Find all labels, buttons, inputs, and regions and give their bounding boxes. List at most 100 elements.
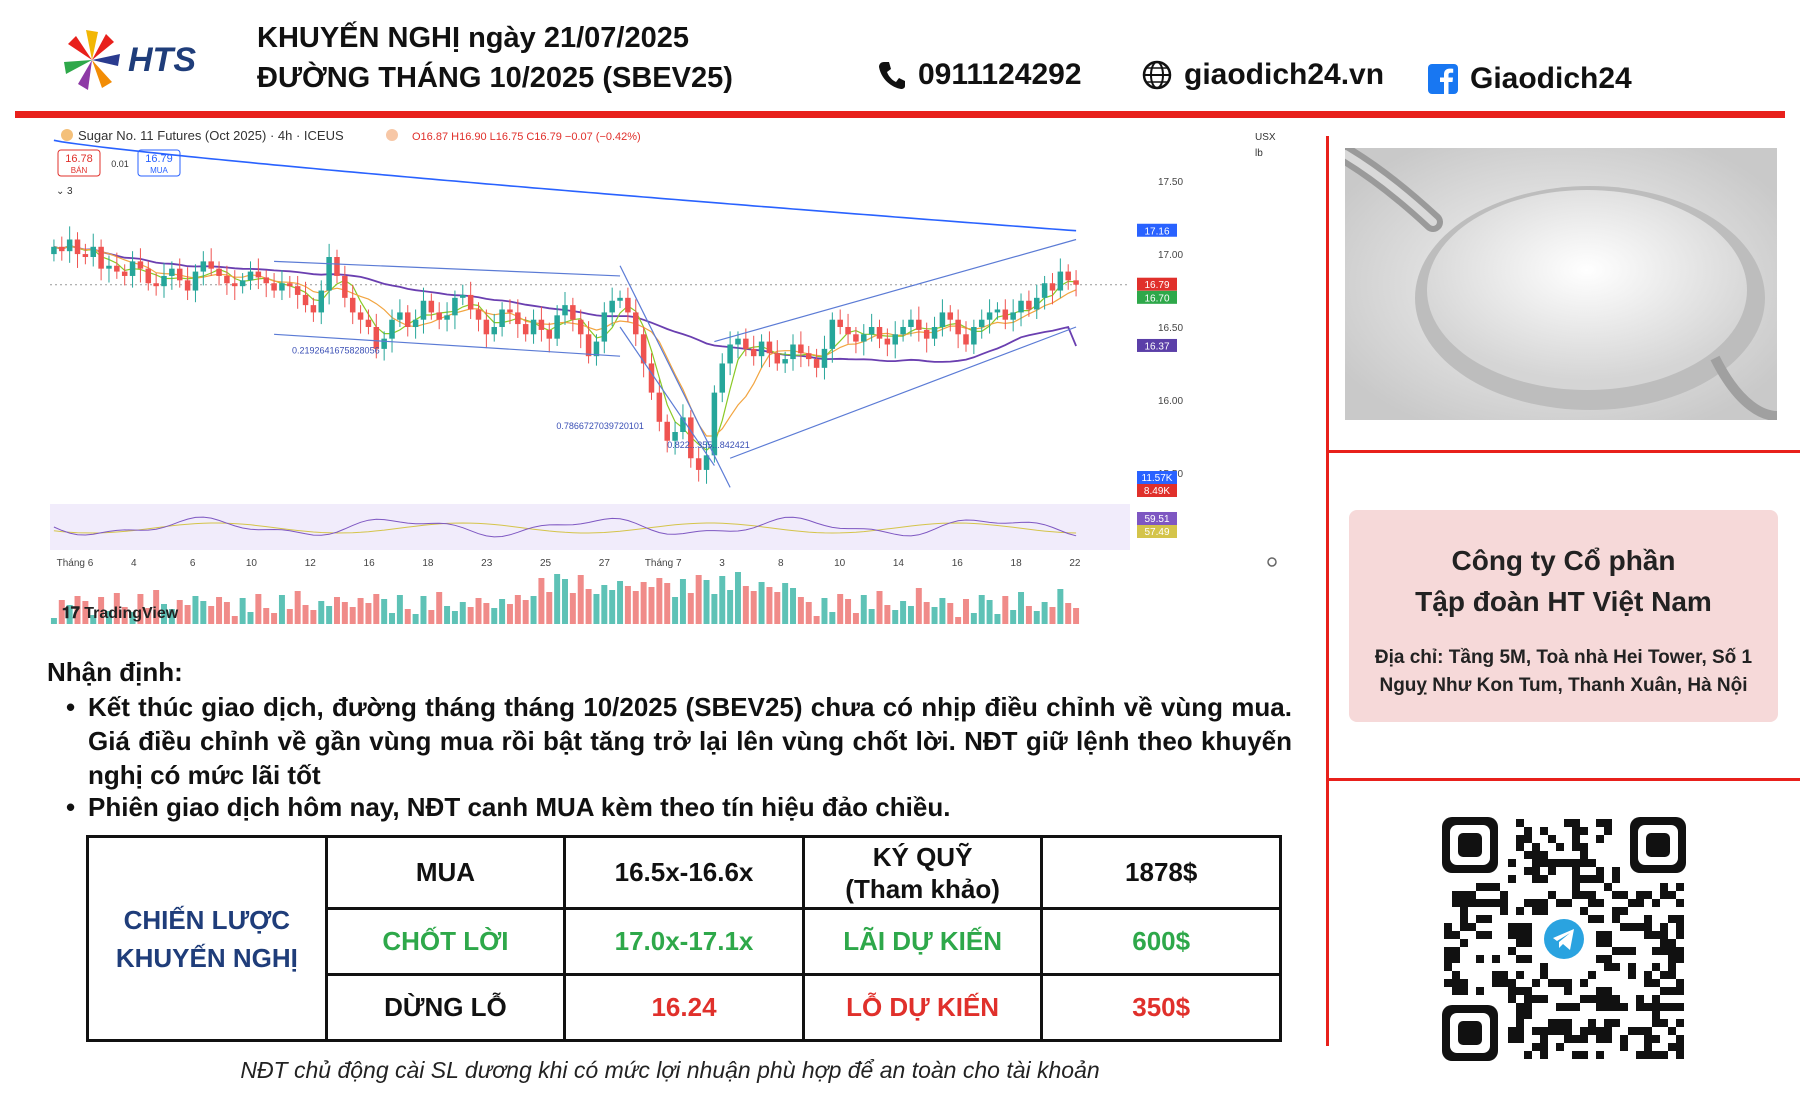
candle-body [955, 319, 961, 335]
expected-loss-value-cell: 350$ [1040, 973, 1282, 1042]
facebook-link[interactable]: Giaodich24 [1428, 62, 1632, 96]
margin-label-line1: KÝ QUỸ [872, 841, 973, 872]
strategy-label-line2: KHUYẾN NGHỊ [115, 942, 298, 973]
qr-module [1572, 819, 1580, 827]
candle-body [861, 334, 867, 342]
phone-contact[interactable]: 0911124292 [878, 58, 1082, 92]
analysis-heading: Nhận định: [47, 657, 183, 687]
candle-body [507, 309, 513, 313]
volume-bar [860, 595, 867, 624]
candle-body [562, 305, 568, 316]
qr-module [1524, 1011, 1532, 1019]
globe-icon [1142, 60, 1172, 90]
candle-body [483, 319, 490, 335]
qr-module [1652, 947, 1660, 955]
qr-module [1484, 915, 1492, 923]
oscillator-badge-text: 59.51 [1144, 514, 1169, 525]
qr-module [1556, 979, 1564, 987]
qr-module [1508, 947, 1516, 955]
phone-icon [879, 62, 905, 89]
qr-module [1676, 915, 1684, 923]
buy-price: 16.79 [145, 153, 173, 165]
website-link[interactable]: giaodich24.vn [1142, 58, 1384, 92]
qr-module [1668, 1003, 1676, 1011]
volume-bar [161, 604, 167, 624]
volume-bar [310, 610, 317, 624]
qr-module [1676, 899, 1684, 907]
company-address-line2: Nguỵ Như Kon Tum, Thanh Xuân, Hà Nội [1379, 675, 1748, 696]
trend-line [619, 265, 731, 488]
candle-body [287, 283, 293, 287]
volume-bar [994, 614, 1001, 624]
fib-label: 0.822...355...842421 [667, 440, 750, 450]
qr-module [1644, 931, 1652, 939]
oscillator-badge [1137, 525, 1177, 538]
qr-module [1556, 899, 1564, 907]
qr-module [1556, 859, 1564, 867]
qr-module [1564, 1027, 1572, 1035]
volume-bar [200, 601, 207, 624]
qr-module [1604, 995, 1612, 1003]
qr-module [1652, 1011, 1660, 1019]
qr-module [1580, 827, 1588, 835]
qr-module [1676, 1003, 1684, 1011]
qr-module [1676, 1051, 1684, 1059]
volume-bar [105, 611, 112, 624]
candle-body [782, 359, 788, 364]
qr-module [1580, 907, 1588, 915]
qr-module [1652, 1051, 1660, 1059]
volume-badge-text: 8.49K [1144, 486, 1170, 497]
qr-module [1508, 987, 1516, 995]
x-tick-label: 23 [481, 558, 493, 569]
qr-module [1636, 899, 1644, 907]
header-divider [15, 111, 1785, 118]
volume-bar [1033, 611, 1040, 624]
qr-module [1508, 1027, 1516, 1035]
volume-bar [255, 594, 262, 624]
qr-module [1580, 979, 1588, 987]
candle-body [900, 327, 906, 335]
qr-module [1532, 843, 1540, 851]
candle-body [59, 246, 65, 252]
volume-bar [750, 591, 757, 624]
qr-module [1532, 995, 1540, 1003]
qr-module [1596, 955, 1604, 963]
volume-bar [734, 572, 741, 624]
qr-module [1468, 923, 1476, 931]
stop-loss-label-cell: DỪNG LỖ [324, 973, 567, 1042]
qr-module [1580, 859, 1588, 867]
facebook-text: Giaodich24 [1470, 62, 1632, 95]
candle-body [971, 327, 977, 345]
fib-label: 0.2192641675828056 [292, 345, 380, 355]
volume-bar [208, 606, 215, 624]
qr-module [1644, 1027, 1652, 1035]
qr-module [1500, 899, 1508, 907]
candle-body [609, 300, 615, 313]
qr-module [1508, 923, 1516, 931]
telegram-qr-code[interactable] [1442, 817, 1686, 1061]
trend-line [714, 238, 1077, 343]
qr-module [1668, 915, 1676, 923]
qr-module [1652, 899, 1660, 907]
qr-module [1660, 883, 1668, 891]
qr-module [1604, 1035, 1612, 1043]
volume-bar [805, 602, 812, 624]
qr-module [1572, 883, 1580, 891]
qr-module [1588, 971, 1596, 979]
company-name-line2: Tập đoàn HT Việt Nam [1415, 586, 1712, 617]
volume-bar [365, 603, 372, 624]
volume-bar [679, 579, 686, 624]
sugar-spoon-image [1335, 144, 1778, 421]
qr-module [1580, 1051, 1588, 1059]
qr-module [1572, 1035, 1580, 1043]
x-tick-label: 25 [540, 558, 552, 569]
qr-finder-tr [1630, 817, 1686, 873]
qr-module [1476, 883, 1484, 891]
volume-bar [986, 600, 993, 624]
volume-bar [444, 606, 451, 624]
qr-module [1508, 979, 1516, 987]
x-tick-label: 27 [599, 558, 611, 569]
candle-body [334, 257, 340, 276]
candle-body [1034, 297, 1040, 310]
volume-bar [797, 597, 804, 624]
